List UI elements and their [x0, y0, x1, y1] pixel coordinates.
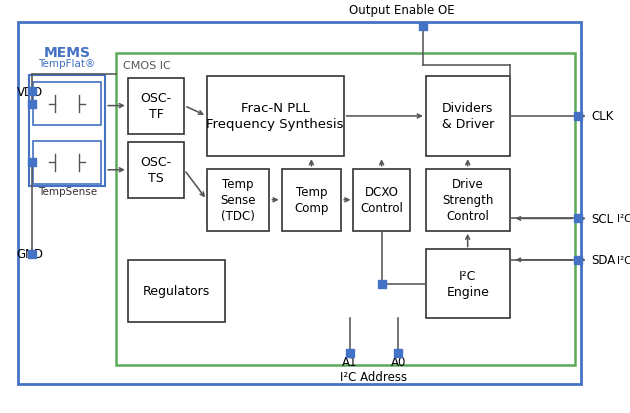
Text: CLK: CLK: [591, 110, 614, 123]
Text: Temp
Sense
(TDC): Temp Sense (TDC): [220, 178, 256, 223]
Text: Frac-N PLL
Frequency Synthesis: Frac-N PLL Frequency Synthesis: [207, 102, 344, 131]
FancyBboxPatch shape: [33, 141, 101, 185]
Text: OSC-
TS: OSC- TS: [140, 156, 171, 185]
Text: TempFlat®: TempFlat®: [38, 59, 96, 69]
FancyBboxPatch shape: [426, 250, 510, 318]
Text: Dividers
& Driver: Dividers & Driver: [442, 102, 494, 131]
Text: Temp
Comp: Temp Comp: [294, 186, 329, 215]
FancyBboxPatch shape: [426, 169, 510, 231]
FancyBboxPatch shape: [128, 78, 185, 134]
Text: A0: A0: [391, 355, 406, 368]
Text: TempSense: TempSense: [38, 186, 97, 196]
FancyBboxPatch shape: [18, 23, 581, 384]
Text: SCL: SCL: [591, 212, 613, 225]
FancyBboxPatch shape: [353, 169, 410, 231]
Text: OSC-
TF: OSC- TF: [140, 92, 171, 121]
FancyBboxPatch shape: [282, 169, 341, 231]
FancyBboxPatch shape: [115, 54, 575, 366]
Text: I²C: I²C: [617, 255, 630, 265]
Text: Drive
Strength
Control: Drive Strength Control: [442, 178, 493, 223]
Text: SDA: SDA: [591, 254, 616, 267]
Text: Regulators: Regulators: [143, 285, 210, 298]
Text: I²C Address: I²C Address: [340, 370, 408, 383]
FancyBboxPatch shape: [128, 260, 225, 322]
FancyBboxPatch shape: [29, 76, 105, 187]
FancyBboxPatch shape: [33, 83, 101, 126]
Text: GND: GND: [16, 247, 43, 261]
FancyBboxPatch shape: [128, 142, 185, 198]
Text: MEMS: MEMS: [43, 46, 90, 60]
Text: CMOS IC: CMOS IC: [123, 61, 171, 71]
Text: I²C
Engine: I²C Engine: [446, 269, 489, 299]
FancyBboxPatch shape: [207, 169, 270, 231]
Text: DCXO
Control: DCXO Control: [360, 186, 403, 215]
Text: I²C: I²C: [617, 214, 630, 224]
FancyBboxPatch shape: [207, 76, 343, 157]
Text: VDD: VDD: [16, 85, 43, 99]
FancyBboxPatch shape: [426, 76, 510, 157]
Text: Output Enable OE: Output Enable OE: [348, 5, 454, 17]
Text: A1: A1: [342, 355, 357, 368]
